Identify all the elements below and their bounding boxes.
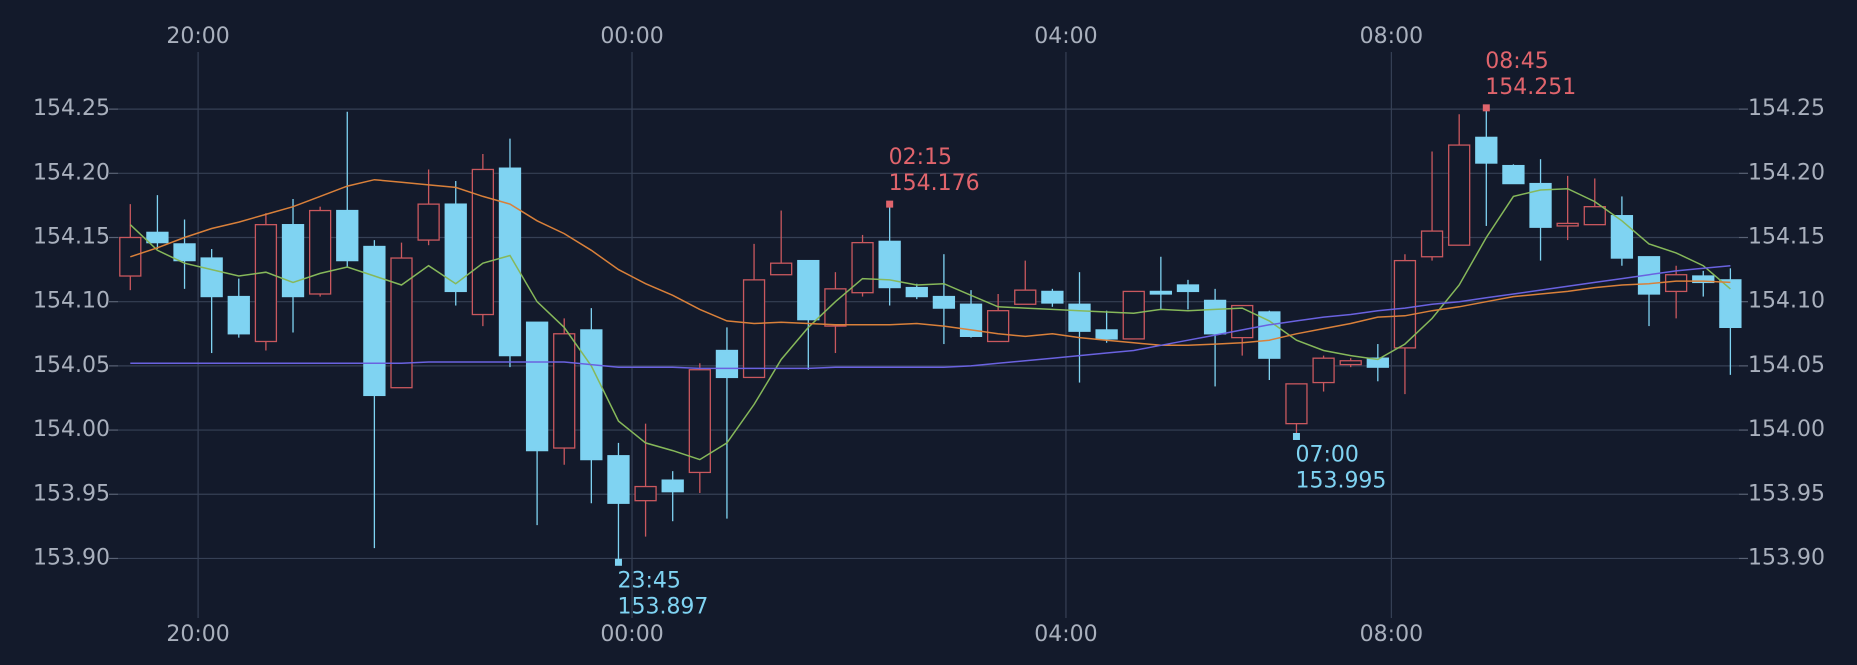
candle-body [1122, 290, 1145, 340]
y-tick-label: 154.10 [33, 289, 110, 314]
candle-body [1692, 275, 1715, 284]
annotation-marker [886, 200, 894, 208]
candle-body [1529, 182, 1552, 228]
candle-body [525, 321, 549, 452]
candle-body [1041, 290, 1064, 304]
annotation-marker [614, 558, 622, 566]
candle-body [1719, 279, 1742, 329]
candle-body [1393, 259, 1417, 349]
candle-body [390, 257, 413, 389]
candle-body [986, 310, 1010, 343]
candle-body [1095, 329, 1118, 340]
x-tick-label: 00:00 [600, 622, 663, 647]
candle-body [471, 168, 495, 316]
x-tick-label: 00:00 [600, 24, 663, 49]
candle-body [742, 279, 766, 379]
candle-body [553, 333, 576, 449]
candle-body [878, 240, 901, 289]
x-tick-label: 08:00 [1360, 622, 1423, 647]
candle-body [1312, 357, 1335, 384]
y-tick-label: 154.20 [33, 160, 110, 185]
x-tick-label: 20:00 [166, 622, 229, 647]
y-tick-label: 154.20 [1748, 160, 1825, 185]
y-tick-label: 154.05 [33, 353, 110, 378]
y-tick-label: 154.25 [33, 96, 110, 121]
y-tick-label: 153.95 [1748, 481, 1825, 506]
candle-body [308, 209, 332, 295]
y-tick-label: 154.00 [33, 417, 110, 442]
y-tick-label: 154.15 [33, 225, 110, 250]
annotation-time: 02:15 [889, 145, 952, 170]
candle-body [580, 329, 603, 461]
candle-body [932, 295, 956, 309]
candle-body [688, 369, 711, 474]
candle-body [1664, 274, 1688, 293]
moving-average-line [129, 187, 1731, 461]
annotation-value: 153.995 [1295, 468, 1386, 493]
candle-body [1068, 303, 1091, 332]
y-tick-label: 154.25 [1748, 96, 1825, 121]
candle-body [1149, 290, 1173, 295]
annotation-time: 07:00 [1295, 442, 1358, 467]
candle-body [1231, 304, 1254, 339]
candle-body [146, 231, 169, 244]
annotation-value: 154.176 [889, 171, 980, 196]
y-tick-label: 154.15 [1748, 225, 1825, 250]
candle-body [444, 203, 467, 293]
candle-body [1366, 357, 1389, 368]
candle-body [336, 209, 359, 262]
candle-body [851, 241, 874, 294]
annotation-marker [1482, 104, 1490, 112]
candle-body [281, 224, 305, 298]
candle-body [1502, 164, 1525, 185]
annotation-value: 153.897 [617, 594, 708, 619]
candle-body [905, 286, 928, 298]
candle-body [200, 257, 223, 298]
annotation-marker [1292, 432, 1300, 440]
x-tick-label: 08:00 [1360, 24, 1423, 49]
candle-body [498, 167, 522, 357]
candle-body [715, 349, 739, 379]
candle-body [1203, 299, 1227, 335]
candle-body [363, 245, 386, 397]
candle-body [607, 455, 630, 504]
candle-body [1448, 144, 1471, 246]
annotation-time: 23:45 [617, 568, 680, 593]
candle-body [1583, 206, 1606, 226]
annotation-time: 08:45 [1485, 49, 1548, 74]
candle-body [1014, 289, 1037, 305]
candle-body [1176, 284, 1200, 293]
moving-average-line [130, 264, 1731, 370]
y-tick-label: 154.10 [1748, 289, 1825, 314]
candle-body [770, 262, 793, 276]
candle-body [959, 303, 983, 338]
candle-body [417, 203, 440, 241]
candle-body [254, 224, 278, 343]
candle-body [173, 243, 196, 262]
candle-body [634, 485, 657, 502]
annotation-value: 154.251 [1485, 75, 1576, 100]
candle-body [1556, 222, 1579, 227]
candle-body [1475, 136, 1498, 164]
candle-body [1420, 230, 1444, 258]
x-tick-label: 20:00 [166, 24, 229, 49]
y-tick-label: 154.00 [1748, 417, 1825, 442]
candle-body [1258, 311, 1281, 359]
moving-average-line [130, 178, 1731, 347]
candle-body [1285, 383, 1308, 425]
y-tick-label: 153.90 [33, 545, 110, 570]
x-tick-label: 04:00 [1034, 24, 1097, 49]
y-tick-label: 154.05 [1748, 353, 1825, 378]
candle-body [661, 479, 684, 493]
y-tick-label: 153.90 [1748, 545, 1825, 570]
candle-body [1339, 360, 1362, 366]
candle-body [227, 295, 250, 335]
candle-body [1610, 215, 1634, 259]
y-tick-label: 153.95 [33, 481, 110, 506]
x-tick-label: 04:00 [1034, 622, 1097, 647]
candle-body [797, 259, 820, 321]
